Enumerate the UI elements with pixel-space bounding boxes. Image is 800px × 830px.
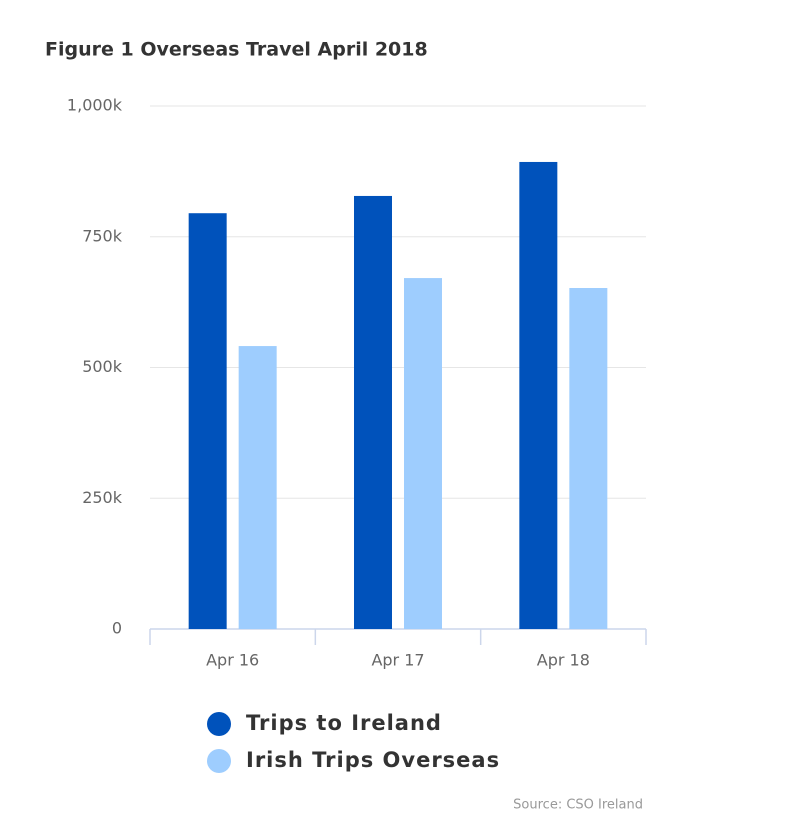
bar: [569, 288, 608, 629]
legend-label: Irish Trips Overseas: [246, 748, 500, 772]
y-tick-label: 750k: [82, 226, 123, 245]
bar: [354, 195, 392, 629]
x-tick-label: Apr 16: [206, 651, 259, 670]
bar: [188, 213, 227, 629]
y-tick-label: 250k: [82, 488, 123, 507]
bar: [404, 278, 442, 629]
legend-label: Trips to Ireland: [246, 711, 442, 735]
chart-title: Figure 1 Overseas Travel April 2018: [45, 39, 428, 61]
y-tick-label: 0: [112, 619, 122, 638]
legend-marker: [207, 712, 231, 736]
y-tick-label: 500k: [82, 357, 123, 376]
legend-marker: [207, 749, 231, 773]
bar: [519, 161, 558, 629]
y-tick-label: 1,000k: [67, 96, 123, 115]
x-tick-label: Apr 17: [371, 651, 424, 670]
bar: [238, 346, 277, 629]
x-tick-label: Apr 18: [537, 651, 590, 670]
source: Source: CSO Ireland: [513, 798, 643, 813]
